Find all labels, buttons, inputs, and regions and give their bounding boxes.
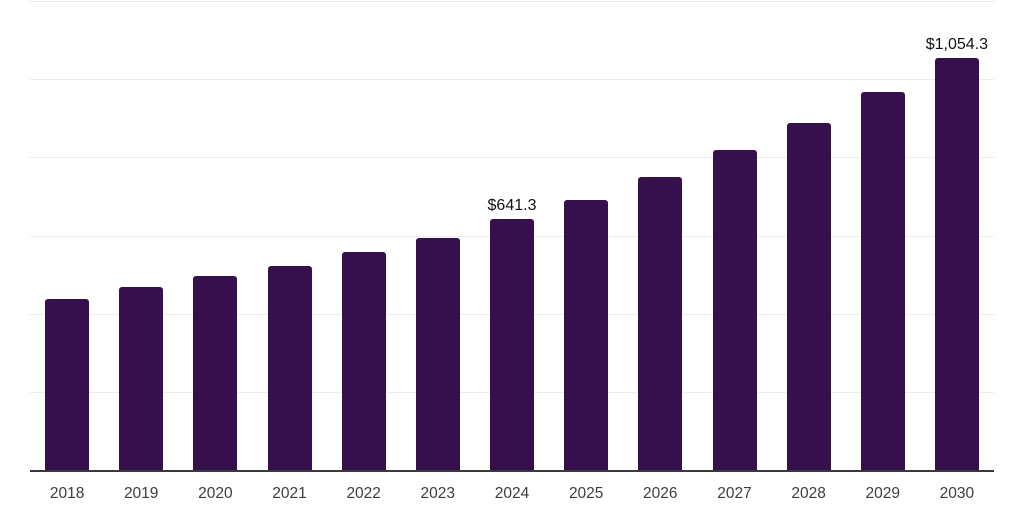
x-tick-2025: 2025 bbox=[568, 485, 604, 502]
bar-2028 bbox=[786, 122, 831, 470]
gridline-800 bbox=[30, 157, 994, 159]
bar-2029 bbox=[860, 91, 905, 470]
x-axis-line bbox=[30, 470, 994, 472]
bar-2020 bbox=[193, 276, 238, 470]
bar-2019 bbox=[119, 287, 164, 470]
x-tick-2022: 2022 bbox=[346, 485, 381, 502]
x-tick-2026: 2026 bbox=[643, 485, 678, 502]
gridline-1200 bbox=[30, 1, 994, 2]
x-tick-2028: 2028 bbox=[791, 485, 826, 502]
x-tick-2024: 2024 bbox=[494, 485, 530, 502]
x-tick-2020: 2020 bbox=[198, 485, 233, 502]
x-tick-2029: 2029 bbox=[865, 485, 901, 502]
data-label-2024: $641.3 bbox=[487, 197, 537, 215]
bar-2022 bbox=[341, 252, 386, 470]
x-tick-2019: 2019 bbox=[123, 485, 159, 502]
x-tick-2023: 2023 bbox=[420, 485, 456, 502]
bar-2023 bbox=[415, 237, 460, 470]
bar-2021 bbox=[267, 266, 312, 470]
x-tick-2021: 2021 bbox=[272, 485, 307, 502]
bar-2027 bbox=[712, 150, 757, 470]
bar-2030 bbox=[934, 57, 979, 470]
bar-2025 bbox=[564, 199, 609, 470]
bar-2026 bbox=[638, 176, 683, 470]
data-label-2030: $1,054.3 bbox=[925, 35, 989, 53]
x-tick-2018: 2018 bbox=[49, 485, 85, 502]
x-tick-2027: 2027 bbox=[717, 485, 752, 502]
bar-2024 bbox=[490, 219, 534, 470]
x-tick-2030: 2030 bbox=[939, 485, 975, 502]
gridline-1000 bbox=[30, 79, 994, 81]
bar-2018 bbox=[45, 299, 90, 470]
